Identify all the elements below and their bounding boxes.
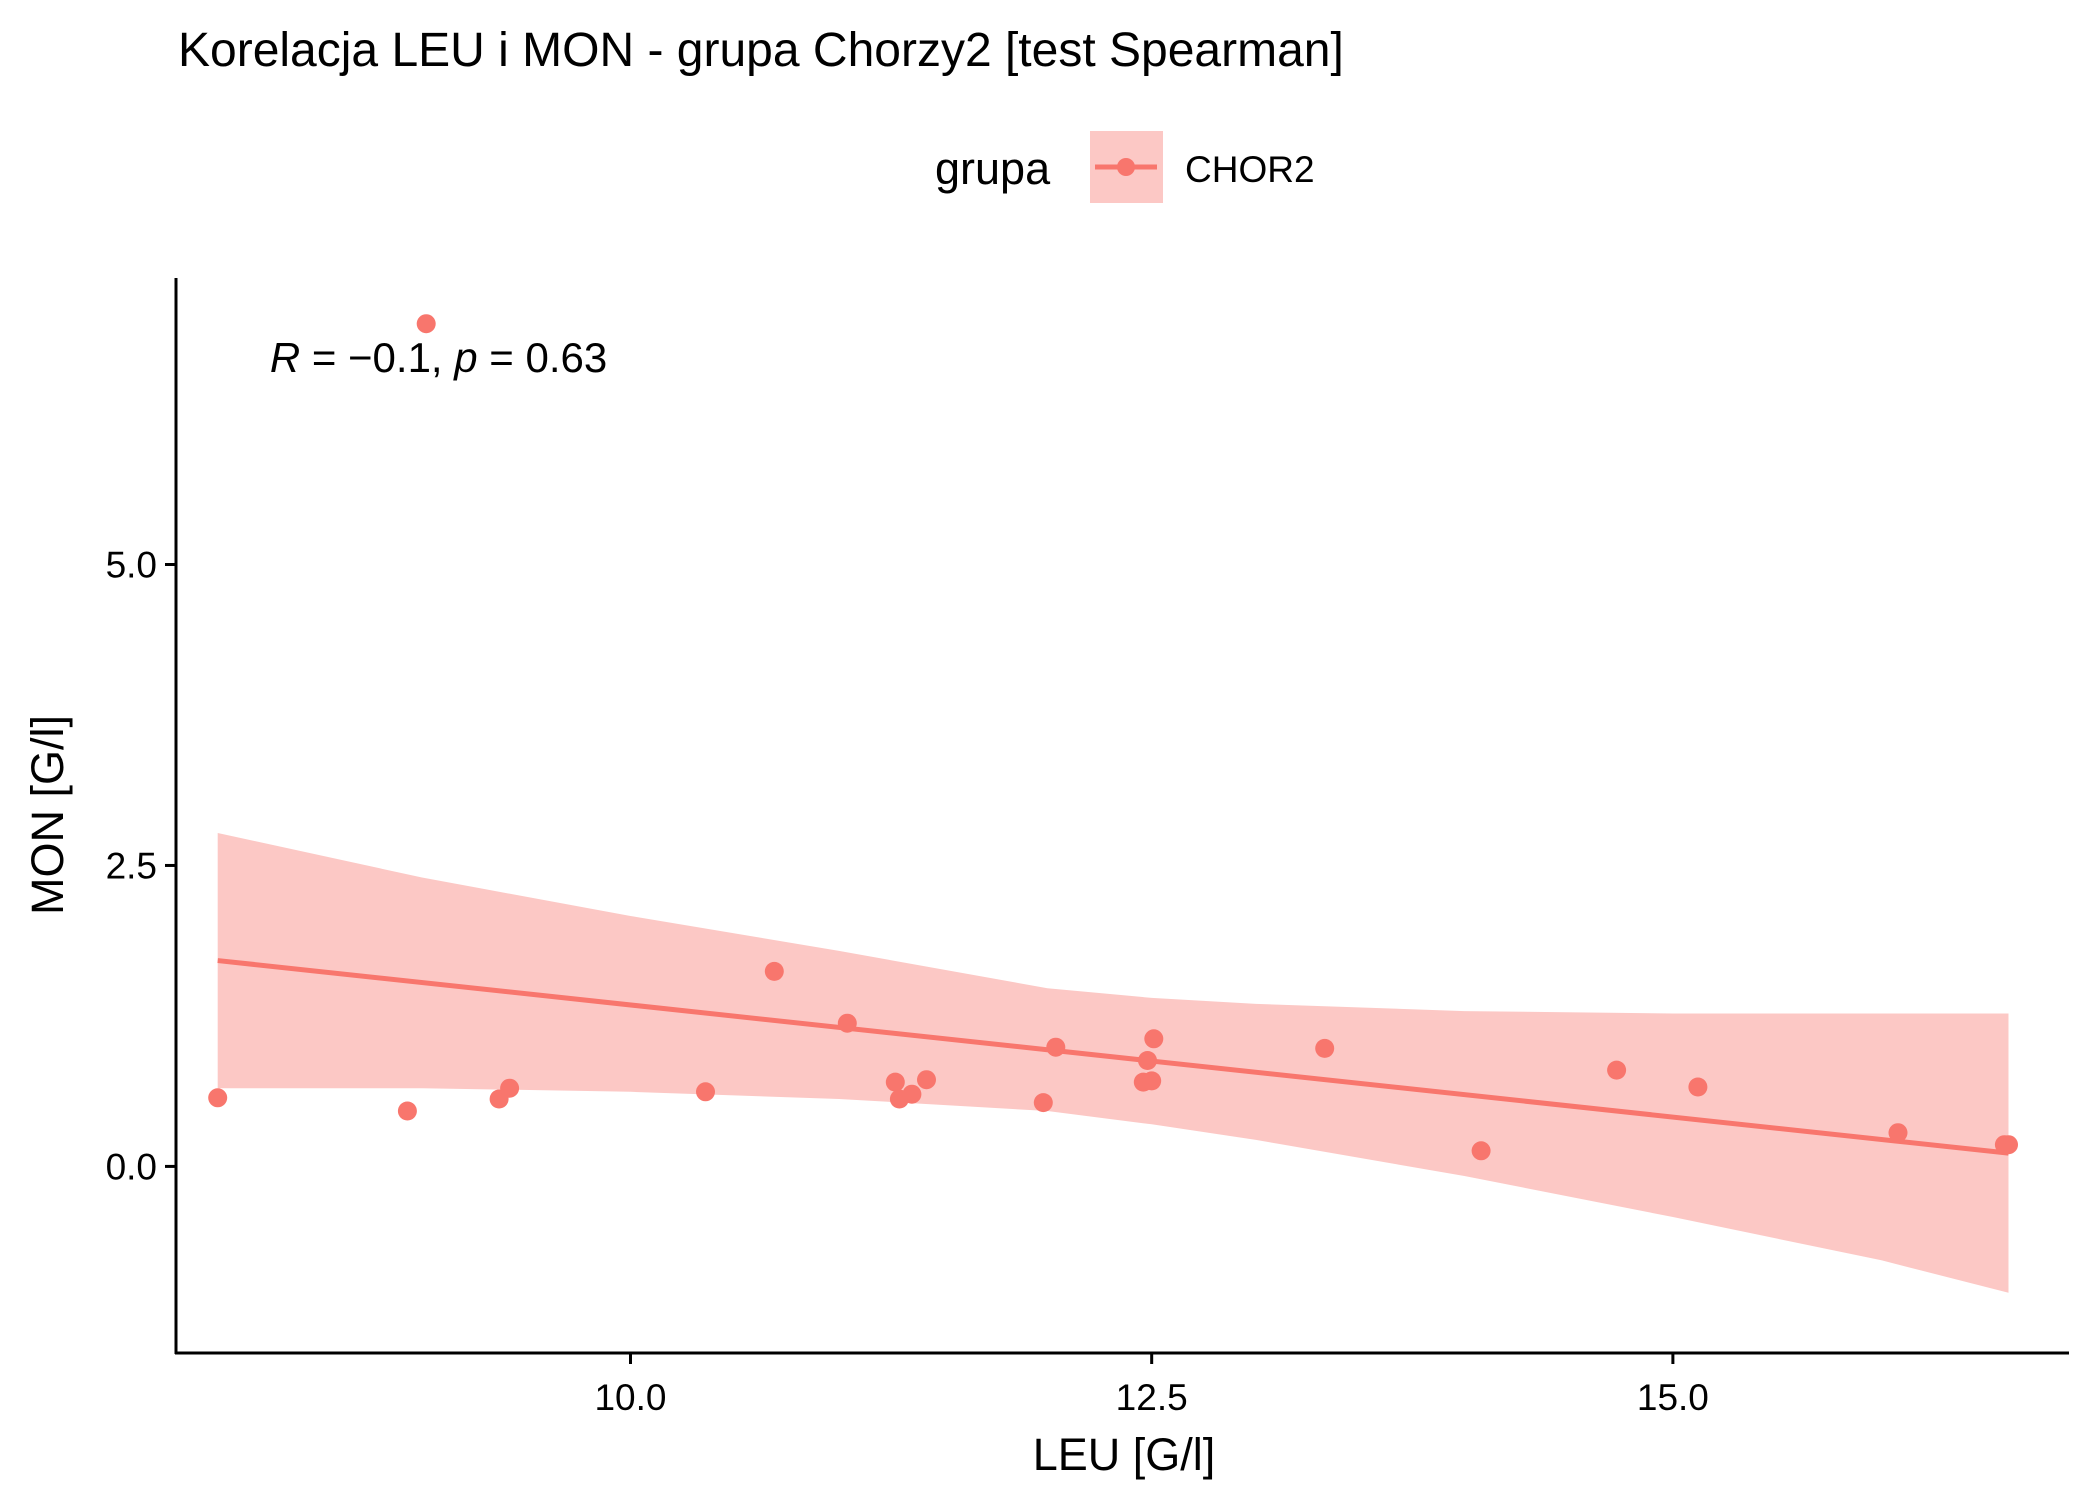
data-point <box>885 1072 905 1092</box>
data-point <box>397 1101 417 1121</box>
correlation-annotation: R = −0.1, p = 0.63 <box>270 334 607 381</box>
x-tick-label: 10.0 <box>594 1377 666 1418</box>
y-tick-label: 5.0 <box>106 545 157 586</box>
legend-label-chor2: CHOR2 <box>1185 149 1315 190</box>
legend: grupa CHOR2 <box>935 131 1315 203</box>
data-point <box>1999 1135 2018 1155</box>
data-point <box>1607 1060 1627 1080</box>
data-point <box>902 1084 922 1104</box>
fit-line-layer <box>217 958 2009 1156</box>
data-point <box>1688 1077 1708 1097</box>
points-layer <box>208 314 2018 1161</box>
x-ticks: 10.0 12.5 15.0 <box>594 1353 1709 1418</box>
data-point <box>1471 1141 1491 1161</box>
y-tick-label: 0.0 <box>106 1146 157 1187</box>
confidence-band-layer <box>217 833 2009 1293</box>
y-ticks: 0.0 2.5 5.0 <box>106 545 176 1187</box>
data-point <box>1142 1071 1162 1091</box>
x-tick-label: 15.0 <box>1637 1377 1709 1418</box>
x-tick-label: 12.5 <box>1116 1377 1188 1418</box>
chart-title: Korelacja LEU i MON - grupa Chorzy2 [tes… <box>178 24 1344 77</box>
data-point <box>1046 1037 1066 1057</box>
annotation-r-value: = −0.1, <box>300 334 454 381</box>
data-point <box>917 1070 936 1090</box>
annotation-r-symbol: R <box>270 334 300 381</box>
regression-line <box>217 958 2009 1156</box>
data-point <box>696 1082 715 1102</box>
data-point <box>208 1088 228 1108</box>
data-point <box>1144 1029 1164 1049</box>
y-axis-label: MON [G/l] <box>22 715 73 915</box>
x-axis-label: LEU [G/l] <box>1033 1429 1216 1480</box>
annotation-p-symbol: p <box>452 334 477 381</box>
data-point <box>1033 1093 1053 1113</box>
data-point <box>1138 1051 1157 1070</box>
confidence-band <box>217 833 2009 1293</box>
data-point <box>1315 1038 1335 1058</box>
data-point <box>837 1013 857 1033</box>
annotation-p-value: = 0.63 <box>478 334 608 381</box>
data-point <box>764 961 784 981</box>
data-point <box>416 314 436 334</box>
y-tick-label: 2.5 <box>106 845 157 886</box>
data-point <box>1888 1123 1908 1143</box>
legend-title: grupa <box>935 143 1051 194</box>
legend-key-dot <box>1117 158 1135 176</box>
data-point <box>500 1078 520 1098</box>
